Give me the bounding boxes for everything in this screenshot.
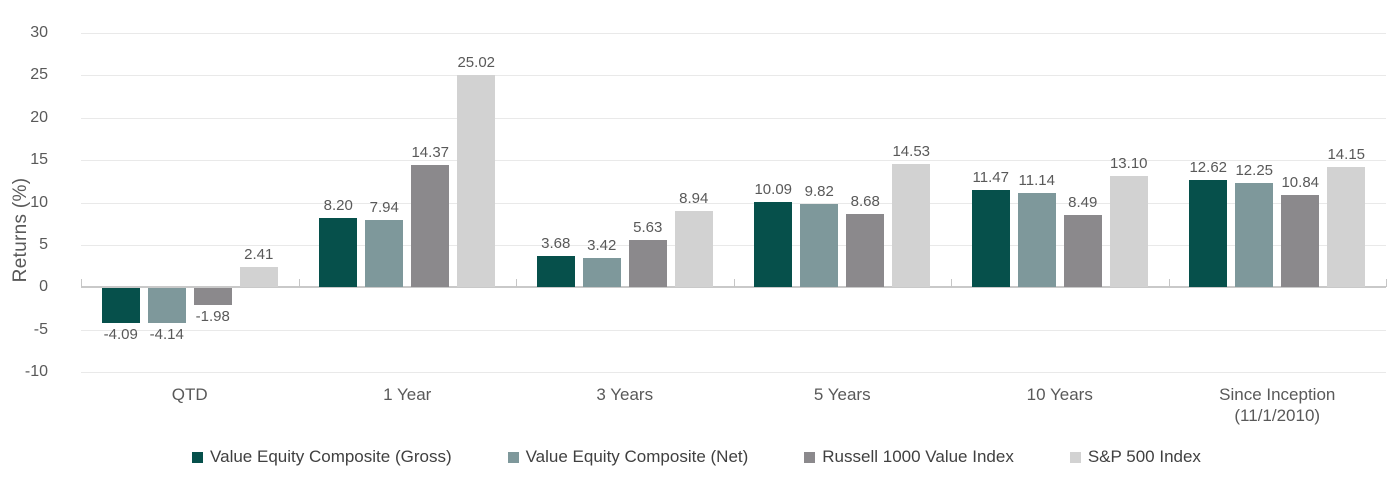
legend-item: Russell 1000 Value Index <box>804 447 1014 467</box>
bar-2-1 <box>319 217 358 288</box>
category-label: Since Inception (11/1/2010) <box>1219 385 1336 425</box>
legend-swatch-icon <box>1069 451 1081 463</box>
y-tick-label: -5 <box>33 320 48 338</box>
value-label: 8.49 <box>1068 194 1098 212</box>
value-label: -4.14 <box>149 326 184 344</box>
axis-tick <box>733 279 735 288</box>
legend-item: S&P 500 Index <box>1069 447 1201 467</box>
value-label: -4.09 <box>103 325 138 343</box>
bar-1-3 <box>193 288 232 306</box>
bar-4-2 <box>800 204 839 288</box>
legend-item: Value Equity Composite (Net) <box>507 447 749 467</box>
bar-2-3 <box>411 165 450 288</box>
value-label: 11.47 <box>972 169 1009 187</box>
bar-4-4 <box>892 164 931 288</box>
bar-6-1 <box>1189 180 1228 288</box>
value-label: 11.14 <box>1018 171 1055 189</box>
category-label: 5 Years <box>813 385 871 404</box>
legend-label: S&P 500 Index <box>1087 447 1201 466</box>
legend-swatch-icon <box>507 451 519 463</box>
category-label: 3 Years <box>596 385 654 404</box>
gridline <box>81 117 1386 119</box>
gridline <box>81 372 1386 373</box>
bar-6-4 <box>1327 167 1366 288</box>
category-label: QTD <box>171 385 208 404</box>
y-tick-label: 25 <box>30 66 48 84</box>
value-label: 25.02 <box>457 54 496 72</box>
bar-4-3 <box>846 213 885 288</box>
bar-5-1 <box>971 190 1010 288</box>
value-label: 12.62 <box>1189 159 1228 177</box>
value-label: -1.98 <box>195 308 230 326</box>
value-label: 14.53 <box>892 143 931 161</box>
gridline <box>81 75 1386 77</box>
axis-tick <box>516 279 517 288</box>
y-tick-label: 10 <box>30 193 48 211</box>
value-label: 3.68 <box>541 235 571 253</box>
y-tick-label: -10 <box>24 363 48 380</box>
gridline <box>81 202 1386 204</box>
value-label: 10.09 <box>754 180 793 198</box>
y-tick-label: 30 <box>30 24 48 41</box>
bar-6-2 <box>1235 183 1274 288</box>
bar-1-2 <box>147 288 186 324</box>
value-label: 8.94 <box>679 190 709 208</box>
bar-1-4 <box>239 266 278 288</box>
value-label: 14.37 <box>411 144 450 162</box>
y-tick-label: 20 <box>30 108 48 126</box>
gridline <box>81 244 1386 246</box>
value-label: 2.41 <box>244 245 274 263</box>
category-label: 1 Year <box>383 385 432 404</box>
axis-tick <box>298 279 300 288</box>
bar-6-3 <box>1281 195 1320 288</box>
x-axis-line <box>81 286 1386 289</box>
y-tick-label: 0 <box>39 278 48 296</box>
axis-tick <box>81 279 82 288</box>
value-label: 12.25 <box>1235 162 1274 180</box>
value-label: 8.20 <box>323 196 353 214</box>
legend-item: Value Equity Composite (Gross) <box>192 447 452 467</box>
gridline <box>81 329 1386 331</box>
bar-5-4 <box>1109 176 1148 288</box>
bar-5-2 <box>1017 192 1056 288</box>
value-label: 5.63 <box>633 218 663 236</box>
value-label: 9.82 <box>804 183 834 201</box>
axis-tick <box>1386 279 1387 288</box>
value-label: 14.15 <box>1327 146 1366 164</box>
bar-3-2 <box>582 258 621 288</box>
axis-tick <box>1168 279 1170 288</box>
legend: Value Equity Composite (Gross) Value Equi… <box>0 447 1393 467</box>
gridline <box>81 33 1386 34</box>
value-label: 10.84 <box>1281 174 1320 192</box>
legend-swatch-icon <box>192 451 204 463</box>
gridline <box>81 160 1386 162</box>
legend-label: Russell 1000 Value Index <box>822 447 1014 466</box>
value-label: 13.10 <box>1109 155 1148 173</box>
value-label: 3.42 <box>587 237 617 255</box>
value-label: 8.68 <box>850 192 880 210</box>
legend-label: Value Equity Composite (Gross) <box>210 447 452 466</box>
category-label: 10 Years <box>1026 385 1093 404</box>
axis-tick <box>951 279 952 288</box>
legend-label: Value Equity Composite (Net) <box>525 447 749 466</box>
y-tick-label: 15 <box>30 151 48 169</box>
bar-1-1 <box>101 288 140 323</box>
bar-3-4 <box>674 211 713 288</box>
bar-2-2 <box>365 219 404 288</box>
value-label: 7.94 <box>369 198 399 216</box>
y-tick-label: 5 <box>39 235 48 253</box>
legend-swatch-icon <box>804 451 816 463</box>
bar-4-1 <box>754 201 793 288</box>
bar-3-1 <box>536 256 575 288</box>
bar-3-3 <box>628 239 667 288</box>
bar-5-3 <box>1063 215 1102 288</box>
bar-2-4 <box>457 75 496 288</box>
